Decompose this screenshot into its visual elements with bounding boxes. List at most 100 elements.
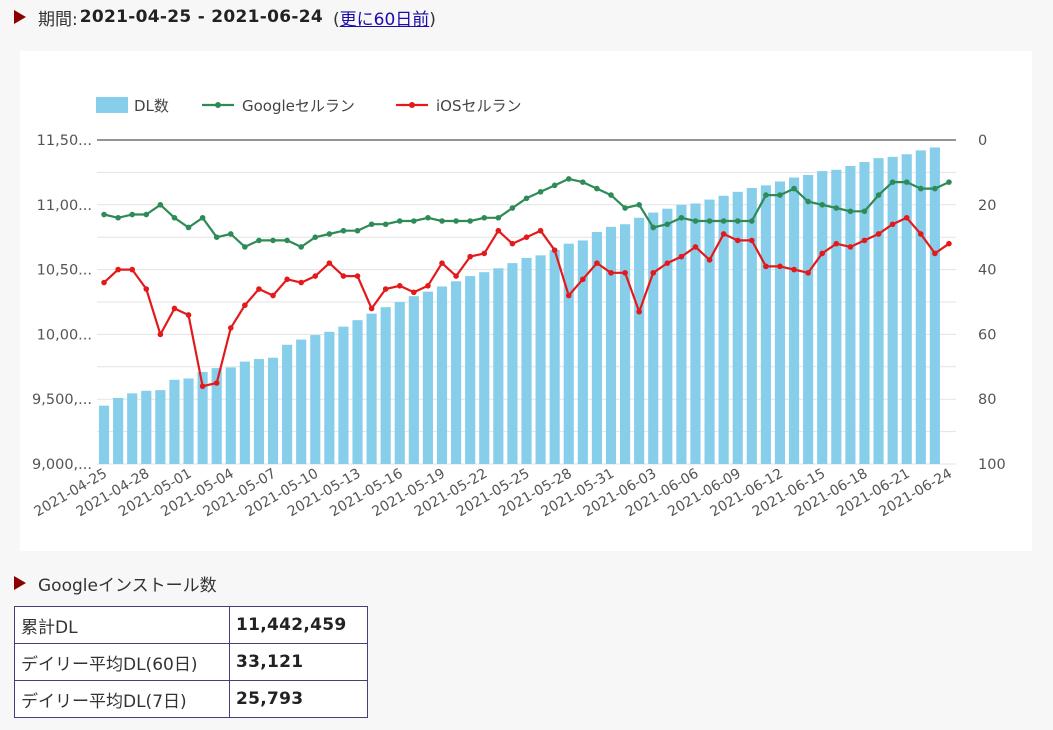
- ios-rank-point: [467, 253, 473, 260]
- google-rank-point: [889, 179, 896, 185]
- google-rank-point: [157, 202, 164, 208]
- ios-rank-point: [368, 305, 375, 312]
- ios-rank-point: [157, 331, 164, 338]
- google-rank-series: [101, 176, 952, 250]
- google-rank-point: [565, 176, 572, 182]
- dl-bar: [605, 226, 617, 464]
- ios-rank-point: [509, 240, 516, 247]
- ios-rank-point: [763, 263, 769, 270]
- google-rank-point: [199, 214, 206, 221]
- ios-rank-point: [678, 253, 685, 260]
- ios-rank-point: [791, 266, 797, 273]
- google-rank-point: [481, 214, 488, 221]
- google-rank-point: [382, 221, 389, 228]
- left-tick-label: 10,50...: [37, 263, 92, 279]
- ios-rank-point: [833, 240, 840, 247]
- google-installs-header: Googleインストール数: [14, 570, 217, 596]
- ios-rank-point: [326, 260, 333, 266]
- triangle-right-icon: [14, 576, 26, 590]
- ios-rank-point: [608, 270, 614, 276]
- dl-bar: [422, 291, 433, 464]
- google-rank-point: [495, 214, 502, 221]
- google-rank-point: [185, 224, 192, 231]
- dl-bar: [127, 393, 138, 464]
- dl-bar: [479, 272, 490, 464]
- dl-bar: [620, 224, 631, 464]
- ios-rank-point: [396, 283, 403, 289]
- left-tick-label: 9,000,...: [32, 457, 92, 473]
- dl-bar: [535, 255, 546, 464]
- google-rank-point: [819, 202, 826, 208]
- ios-rank-point: [439, 260, 445, 266]
- stat-label: 累計DL: [14, 606, 230, 644]
- dl-bar: [436, 286, 448, 464]
- dl-bar: [704, 199, 715, 464]
- dl-bar: [324, 331, 335, 464]
- dl-bar: [507, 263, 518, 464]
- google-rank-point: [340, 227, 347, 234]
- ios-rank-point: [580, 276, 586, 283]
- right-tick-label: 80: [978, 392, 996, 408]
- ios-rank-point: [932, 250, 938, 257]
- ios-rank-point: [227, 325, 234, 331]
- dl-bar: [380, 307, 391, 464]
- dl-bar: [267, 357, 279, 464]
- ios-rank-point: [340, 273, 347, 279]
- ios-rank-point: [101, 279, 107, 286]
- google-rank-point: [115, 214, 121, 221]
- ios-rank-point: [270, 292, 276, 299]
- google-rank-point: [171, 214, 178, 221]
- google-rank-point: [101, 211, 107, 218]
- ios-rank-point: [861, 237, 868, 244]
- dl-bar: [873, 158, 884, 465]
- paren-close: ): [429, 9, 436, 30]
- google-rank-point: [354, 227, 361, 234]
- legend-swatch-dl: [96, 97, 128, 113]
- ios-rank-point: [819, 250, 826, 257]
- google-rank-point: [749, 218, 755, 224]
- dl-bar: [169, 379, 180, 464]
- ios-rank-point: [622, 270, 628, 276]
- more-60-days-link[interactable]: 更に60日前: [339, 9, 430, 30]
- ios-rank-point: [171, 305, 178, 312]
- ios-rank-point: [143, 286, 150, 292]
- dl-bar: [113, 397, 124, 464]
- dl-bar: [521, 257, 532, 464]
- google-rank-point: [917, 185, 924, 192]
- google-rank-point: [678, 214, 685, 221]
- ios-rank-point: [495, 227, 502, 234]
- period-label: 期間:: [38, 9, 78, 30]
- dl-bar: [239, 361, 250, 464]
- ios-rank-point: [242, 302, 248, 309]
- paren-open: (: [333, 9, 340, 30]
- right-tick-label: 20: [978, 198, 996, 214]
- dl-bar: [366, 313, 377, 464]
- ios-rank-point: [636, 308, 642, 315]
- google-rank-point: [932, 185, 938, 192]
- dl-bar: [577, 240, 588, 464]
- ios-rank-point: [185, 312, 192, 318]
- ios-rank-point: [523, 234, 530, 240]
- left-tick-label: 11,00...: [37, 198, 92, 214]
- dl-bar: [774, 181, 786, 465]
- dl-bar: [746, 187, 757, 464]
- dl-bar: [352, 320, 363, 464]
- google-rank-point: [833, 205, 840, 211]
- dl-bar: [465, 276, 476, 464]
- ios-rank-point: [551, 247, 558, 253]
- google-rank-point: [692, 218, 699, 224]
- google-rank-point: [270, 237, 276, 244]
- google-rank-point: [411, 218, 417, 224]
- google-rank-point: [284, 237, 290, 244]
- google-rank-point: [312, 234, 319, 240]
- ios-rank-point: [777, 263, 783, 270]
- dl-bar: [915, 150, 926, 465]
- dl-bar: [760, 185, 771, 465]
- dl-bar: [155, 390, 166, 464]
- dl-bar: [493, 268, 504, 464]
- chart-legend: DL数 Googleセルラン iOSセルラン: [96, 97, 522, 115]
- ios-rank-point: [411, 289, 417, 296]
- left-tick-label: 11,50...: [37, 133, 92, 149]
- google-rank-point: [129, 211, 136, 218]
- ios-rank-point: [749, 237, 755, 244]
